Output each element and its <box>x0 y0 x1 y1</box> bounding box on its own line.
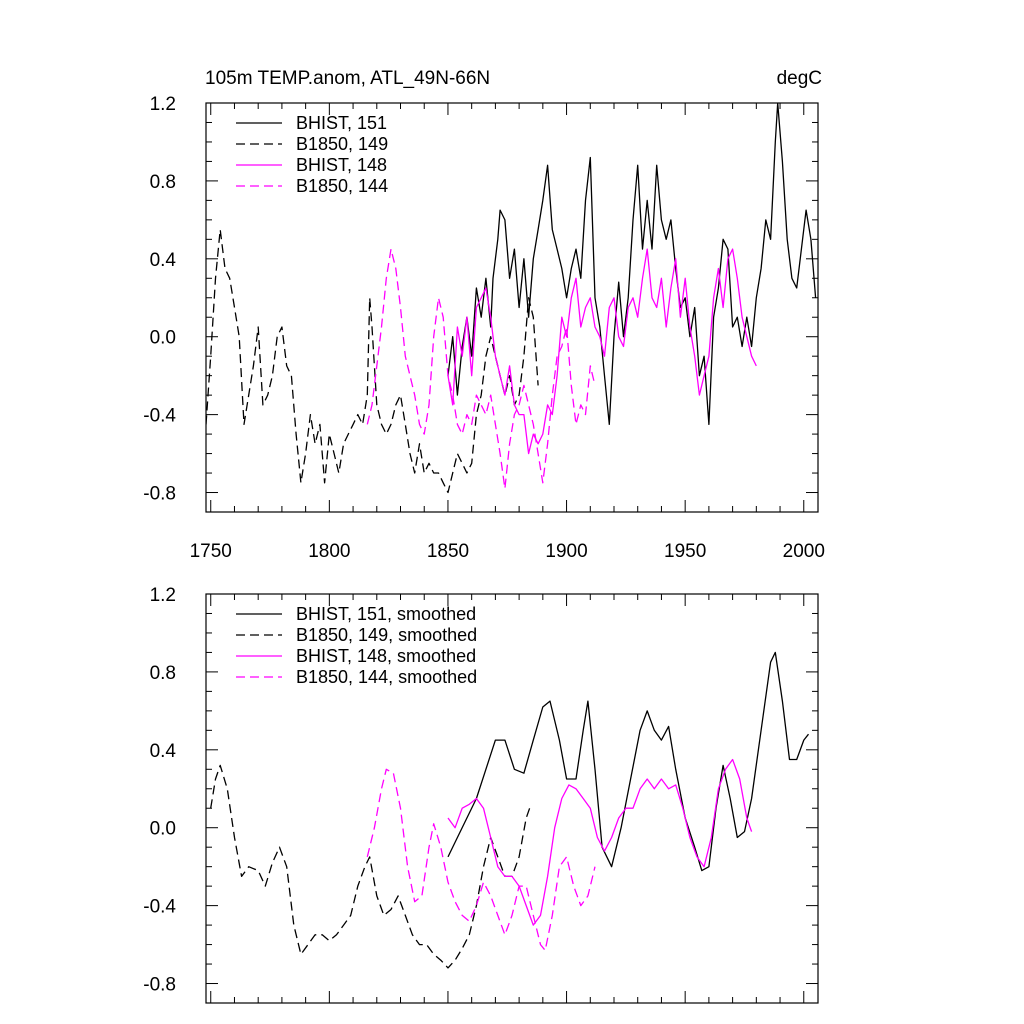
legend-label: B1850, 149 <box>296 134 388 154</box>
y-tick-label: 1.2 <box>150 94 176 115</box>
legend-label: B1850, 144 <box>296 176 388 196</box>
chart-title: 105m TEMP.anom, ATL_49N-66N <box>205 68 490 89</box>
legend-label: BHIST, 148 <box>296 155 387 175</box>
x-tick-label: 1950 <box>664 541 706 562</box>
y-tick-label: 0.4 <box>150 741 177 762</box>
y-tick-label: 0.8 <box>150 172 176 193</box>
legend-label: B1850, 149, smoothed <box>296 625 477 645</box>
y-tick-label: 0.0 <box>150 328 176 349</box>
series-line-b1850-144-smoothed <box>366 768 596 952</box>
series-line-b1850-144 <box>366 248 596 490</box>
series-line-b1850-149 <box>206 228 539 494</box>
y-tick-label: -0.8 <box>143 975 176 996</box>
x-tick-label: 1800 <box>308 541 350 562</box>
y-tick-label: -0.4 <box>143 406 176 427</box>
y-tick-label: -0.8 <box>143 484 176 505</box>
series-line-bhist-151 <box>447 103 817 426</box>
series-line-b1850-149-smoothed <box>210 764 532 969</box>
y-tick-label: 0.0 <box>150 819 176 840</box>
legend-label: BHIST, 151 <box>296 113 387 133</box>
plot-frame <box>205 593 819 1004</box>
legend-label: B1850, 144, smoothed <box>296 667 477 687</box>
x-tick-label: 1850 <box>427 541 469 562</box>
series-line-bhist-148-smoothed <box>447 758 753 926</box>
top-panel: 105m TEMP.anom, ATL_49N-66N degC 1750 180… <box>143 68 825 562</box>
bottom-panel: 1.2 0.8 0.4 0.0 -0.4 -0.8 BHIST, 151, smoothed… <box>143 585 819 1004</box>
units-label: degC <box>777 68 822 89</box>
legend-label: BHIST, 151, smoothed <box>296 604 476 624</box>
y-tick-label: 0.8 <box>150 663 176 684</box>
plot-frame <box>205 102 819 513</box>
y-tick-label: 0.4 <box>150 250 177 271</box>
x-tick-label: 1750 <box>190 541 232 562</box>
legend-label: BHIST, 148, smoothed <box>296 646 476 666</box>
x-tick-label: 2000 <box>783 541 825 562</box>
series-line-bhist-148 <box>447 248 757 455</box>
y-tick-label: -0.4 <box>143 897 176 918</box>
y-tick-label: 1.2 <box>150 585 176 606</box>
x-tick-label: 1900 <box>545 541 587 562</box>
series-line-bhist-151-smoothed <box>447 651 810 872</box>
